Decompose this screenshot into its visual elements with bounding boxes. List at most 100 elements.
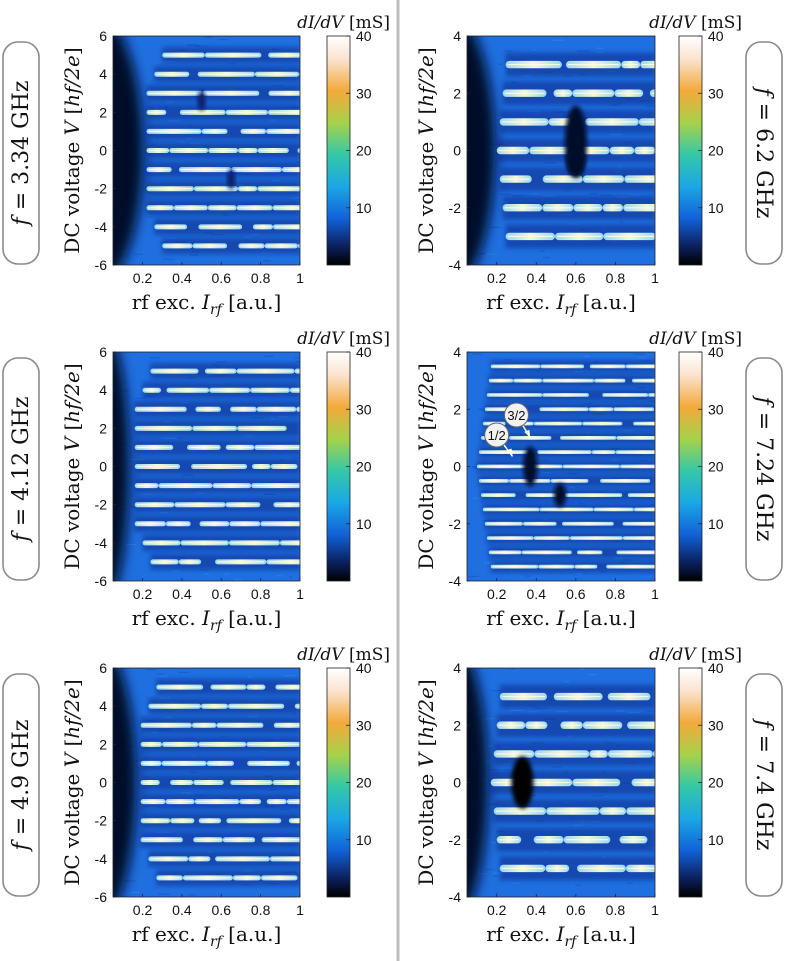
step-stripe-core [624,537,655,539]
noise-speck [504,50,511,52]
step-stripe-core [541,408,587,410]
step-stripe-core [268,801,285,803]
noise-speck [131,891,140,893]
step-stripe-core [536,753,588,755]
step-stripe-core [547,867,568,869]
noise-speck [527,711,539,713]
noise-speck [157,673,165,675]
x-tick-label: 0.8 [251,902,271,918]
noise-speck [610,459,619,461]
x-axis-label: rf exc. Irf [a.u.] [132,606,282,634]
step-stripe-core [227,504,259,506]
x-tick-label: 0.4 [527,586,547,602]
step-stripe-core [601,810,625,812]
x-tick-label: 0.8 [251,270,271,286]
noise-speck [564,681,570,683]
step-stripe-core [618,437,655,439]
step-stripe-core [576,566,596,568]
x-axis-label: rf exc. Irf [a.u.] [486,290,636,318]
noise-speck [491,690,503,692]
y-axis-label: DC voltage V [hf/2e] [60,47,84,253]
step-stripe [297,148,300,153]
step-stripe-core [241,801,260,803]
step-stripe-core [564,523,612,525]
step-stripe-core [142,839,181,841]
step-stripe-core [233,169,280,171]
noise-speck [610,133,623,136]
noise-speck [574,824,581,826]
step-stripe-core [200,820,220,822]
step-stripe-core [635,423,655,425]
step-stripe-core [627,867,655,869]
dark-zero-excitation-region [113,352,130,581]
noise-speck [178,437,184,439]
frequency-label: f = 3.34 GHz [9,81,34,228]
noise-speck [580,823,585,825]
noise-speck [138,762,143,764]
noise-speck [636,387,647,389]
y-tick-label: 2 [453,85,461,101]
step-stripe-core [507,235,553,237]
step-stripe-core [259,188,300,190]
step-stripe-core [230,705,283,707]
y-tick-label: 0 [99,143,107,159]
step-stripe-core [640,121,655,123]
step-stripe-core [501,867,544,869]
noise-speck [176,260,181,263]
step-stripe-core [555,92,571,94]
frequency-label-box [2,673,40,897]
step-stripe-core [201,523,228,525]
step-stripe-core [504,207,541,209]
noise-speck [218,39,228,41]
noise-speck [149,357,161,359]
step-stripe-core [199,73,253,75]
colorbar-tick-label: 20 [356,459,372,475]
step-stripe-core [275,226,300,228]
step-stripe-core [158,877,181,879]
noise-speck [525,575,531,577]
step-stripe-core [209,207,235,209]
noise-speck [216,361,227,363]
step-stripe-core [611,149,633,152]
heatmap-area [113,352,300,581]
step-stripe-core [624,523,655,525]
noise-speck [588,674,597,676]
step-stripe-core [212,686,245,688]
step-stripe-core [238,207,271,209]
step-stripe-core [635,508,655,510]
noise-speck [472,497,481,499]
noise-speck [269,119,277,121]
frequency-label-box [2,357,40,581]
noise-speck [203,573,209,575]
step-stripe-core [642,64,655,66]
noise-speck [623,559,632,561]
step-stripe-core [622,465,655,468]
heatmap-area [468,353,655,577]
step-stripe-core [544,380,593,382]
heatmap-area [113,668,300,897]
step-stripe-core [275,724,300,726]
x-tick-label: 0.2 [133,586,153,602]
noise-speck [591,795,604,797]
step-stripe-core [268,561,300,563]
colorbar-tick-label: 40 [708,344,724,360]
noise-speck [275,575,282,577]
step-stripe-core [189,446,219,448]
step-stripe-core [258,408,295,410]
noise-speck [551,39,565,41]
x-tick-label: 0.2 [487,586,507,602]
step-stripe-core [618,551,655,553]
step-stripe-core [604,394,647,396]
x-tick-label: 0.4 [172,902,192,918]
step-stripe-core [217,858,268,860]
x-tick-label: 0.2 [133,270,153,286]
noise-speck [485,745,494,747]
noise-speck [187,792,192,794]
step-stripe-core [203,705,226,707]
dark-zero-excitation-region [113,36,144,265]
dark-node [227,169,236,190]
colorbar-tick-label: 10 [356,832,372,848]
x-tick-label: 0.6 [566,902,586,918]
x-tick-label: 1 [296,270,304,286]
